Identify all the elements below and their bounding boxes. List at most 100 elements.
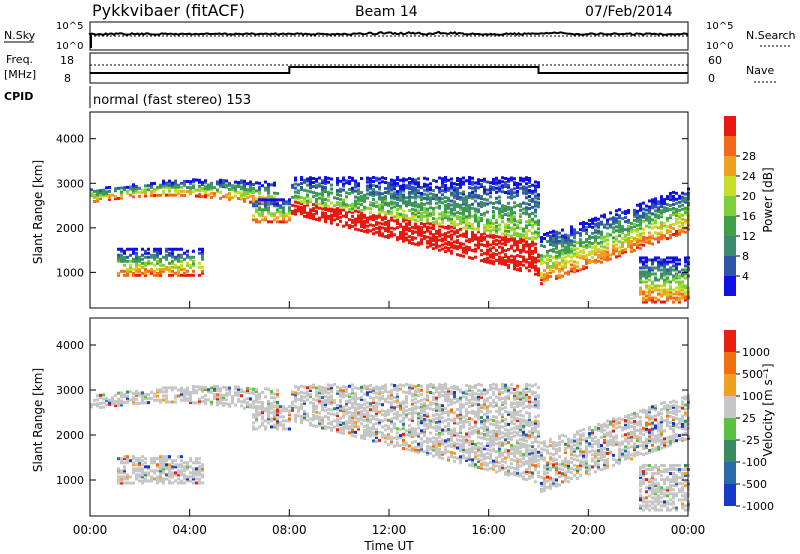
data-cell [456, 387, 459, 391]
data-cell [384, 177, 387, 181]
data-cell [165, 394, 168, 398]
data-cell [675, 207, 678, 211]
data-cell [441, 394, 444, 398]
data-cell [420, 431, 423, 435]
data-cell [603, 245, 606, 249]
data-cell [594, 258, 597, 262]
data-cell [378, 207, 381, 211]
data-cell [459, 233, 462, 237]
data-cell [546, 276, 549, 280]
data-cell [267, 194, 270, 198]
data-cell [642, 266, 645, 270]
data-cell [387, 187, 390, 191]
data-cell [663, 264, 666, 268]
data-cell [501, 190, 504, 194]
data-cell [123, 273, 126, 277]
data-cell [492, 181, 495, 185]
data-cell [372, 404, 375, 408]
data-cell [579, 244, 582, 248]
data-cell [462, 454, 465, 458]
data-cell [324, 176, 327, 180]
data-cell [402, 227, 405, 231]
data-cell [261, 409, 264, 413]
data-cell [240, 195, 243, 199]
data-cell [390, 397, 393, 401]
data-cell [633, 224, 636, 228]
data-cell [342, 198, 345, 202]
data-cell [513, 217, 516, 221]
data-cell [594, 244, 597, 248]
data-cell [474, 235, 477, 239]
data-cell [126, 267, 129, 271]
data-cell [459, 412, 462, 416]
data-cell [444, 411, 447, 415]
data-cell [102, 401, 105, 405]
data-cell [492, 242, 495, 246]
data-cell [648, 241, 651, 245]
data-cell [354, 189, 357, 193]
data-cell [660, 260, 663, 264]
data-cell [162, 481, 165, 485]
data-cell [447, 387, 450, 391]
data-cell [396, 441, 399, 445]
data-cell [678, 230, 681, 234]
data-cell [132, 481, 135, 485]
data-cell [408, 209, 411, 213]
data-cell [342, 208, 345, 212]
data-cell [387, 400, 390, 404]
data-cell [495, 432, 498, 436]
data-cell [180, 459, 183, 463]
data-cell [684, 292, 687, 296]
data-cell [645, 266, 648, 270]
data-cell [267, 415, 270, 419]
data-cell [420, 222, 423, 226]
data-cell [672, 208, 675, 212]
data-cell [267, 210, 270, 214]
data-cell [435, 245, 438, 249]
data-cell [201, 475, 204, 479]
data-cell [381, 384, 384, 388]
data-cell [456, 434, 459, 438]
data-cell [645, 240, 648, 244]
data-cell [396, 178, 399, 182]
data-cell [483, 428, 486, 432]
data-cell [366, 184, 369, 188]
data-cell [282, 216, 285, 220]
data-cell [417, 211, 420, 215]
data-cell [372, 180, 375, 184]
data-cell [423, 196, 426, 200]
data-cell [477, 236, 480, 240]
data-cell [264, 188, 267, 192]
data-cell [336, 197, 339, 201]
data-cell [396, 388, 399, 392]
data-cell [171, 259, 174, 263]
data-cell [411, 449, 414, 453]
data-cell [420, 206, 423, 210]
data-cell [624, 240, 627, 244]
data-cell [474, 446, 477, 450]
data-cell [561, 264, 564, 268]
data-cell [234, 403, 237, 407]
data-cell [666, 219, 669, 223]
data-cell [639, 236, 642, 240]
data-cell [315, 197, 318, 201]
data-cell [492, 256, 495, 260]
data-cell [159, 185, 162, 189]
data-cell [435, 445, 438, 449]
data-cell [327, 180, 330, 184]
data-cell [372, 224, 375, 228]
data-cell [369, 430, 372, 434]
data-cell [459, 408, 462, 412]
data-cell [483, 422, 486, 426]
data-cell [318, 218, 321, 222]
data-cell [273, 195, 276, 199]
data-cell [369, 177, 372, 181]
data-cell [390, 437, 393, 441]
data-cell [621, 243, 624, 247]
data-cell [477, 226, 480, 230]
data-cell [240, 404, 243, 408]
data-cell [435, 416, 438, 420]
data-cell [471, 391, 474, 395]
data-cell [468, 441, 471, 445]
data-cell [297, 388, 300, 392]
